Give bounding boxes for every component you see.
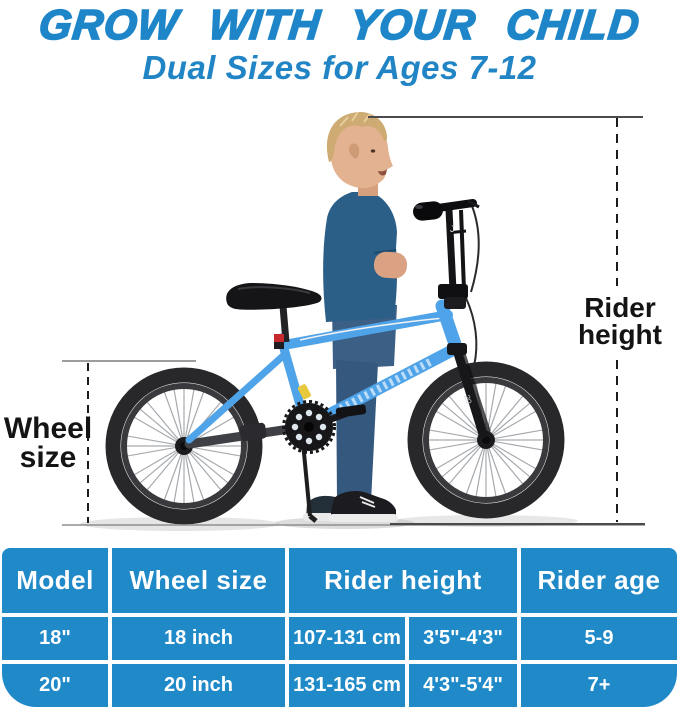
measurement-lines	[62, 116, 645, 526]
crank-sprocket	[282, 400, 367, 454]
col-header-wheel-size: Wheel size	[112, 548, 285, 613]
col-header-model: Model	[2, 548, 108, 613]
table-row-cell: 18 inch	[112, 617, 285, 660]
rider-height-label: Rider height	[578, 292, 662, 351]
table-row-cell: 107-131 cm	[289, 617, 405, 660]
table-row-cell: 20"	[2, 664, 108, 707]
table-row-cell: 4'3"-5'4"	[409, 664, 517, 707]
table-row-cell: 131-165 cm	[289, 664, 405, 707]
col-header-rider-age: Rider age	[521, 548, 677, 613]
stem-logo: J	[450, 224, 455, 234]
boy-figure	[303, 111, 408, 522]
handlebar: J	[413, 199, 480, 367]
page-subtitle: Dual Sizes for Ages 7-12	[142, 49, 537, 86]
bike-seat	[226, 283, 322, 349]
col-header-rider-height: Rider height	[289, 548, 517, 613]
front-wheel	[407, 361, 565, 519]
rear-wheel	[105, 367, 263, 525]
table-row-cell: 7+	[521, 664, 677, 707]
table-row-cell: 20 inch	[112, 664, 285, 707]
table-row-cell: 18"	[2, 617, 108, 660]
wheel-size-label: Wheel size	[3, 412, 93, 475]
table-row-cell: 5-9	[521, 617, 677, 660]
fork-size-marking: 20	[462, 394, 473, 406]
page-title: GROW WITH YOUR CHILD	[36, 0, 643, 49]
front-fork: 20	[447, 343, 491, 439]
table-row-cell: 3'5"-4'3"	[409, 617, 517, 660]
bike: 20 J	[105, 199, 565, 525]
bike-and-boy-illustration: 20 J	[62, 111, 645, 531]
size-table: Model Wheel size Rider height Rider age …	[2, 548, 677, 707]
